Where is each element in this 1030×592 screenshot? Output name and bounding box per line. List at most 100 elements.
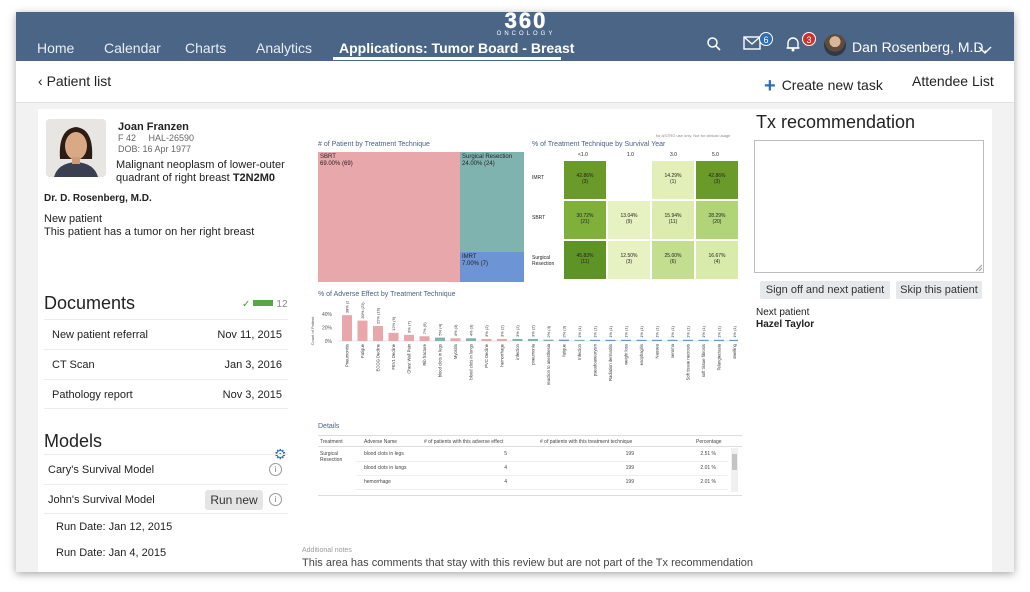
skip-patient-button[interactable]: Skip this patient	[896, 281, 982, 299]
heatmap-cell[interactable]	[608, 161, 650, 199]
category-label: weight loss	[624, 344, 629, 365]
details-header-adverse: Adverse Name	[364, 439, 398, 445]
details-title[interactable]: Details	[318, 423, 340, 430]
bar-value-label: 9% (7)	[407, 320, 412, 332]
bar[interactable]	[528, 338, 538, 341]
bar[interactable]	[512, 338, 523, 341]
bar[interactable]	[559, 339, 569, 341]
model-row[interactable]: Cary's Survival Model i	[44, 454, 288, 484]
bar-value-label: 1% (1)	[608, 325, 613, 337]
document-row[interactable]: CT Scan Jan 3, 2016	[44, 349, 288, 379]
mail-icon[interactable]: 6	[743, 32, 773, 56]
attendee-list-button[interactable]: Attendee List	[912, 73, 994, 89]
chevron-down-icon[interactable]	[978, 41, 1000, 61]
bar-value-label: 4% (3)	[469, 324, 474, 336]
model-row[interactable]: John's Survival Model Run new i	[44, 484, 288, 514]
bar-value-label: 1% (1)	[639, 325, 644, 337]
tx-recommendation-textarea[interactable]	[754, 140, 984, 273]
details-percentage: 2.51 %	[700, 451, 716, 457]
info-icon[interactable]: i	[269, 463, 282, 476]
bell-icon[interactable]: 3	[786, 32, 816, 56]
treemap-cell-surgical-resection[interactable]: Surgical Resection 24.00% (24)	[460, 152, 524, 252]
bar[interactable]	[497, 338, 507, 341]
info-icon[interactable]: i	[269, 493, 282, 506]
heatmap-cell[interactable]: 13.04% (9)	[608, 201, 650, 239]
user-name[interactable]: Dan Rosenberg, M.D.	[852, 39, 988, 55]
bar[interactable]	[574, 339, 585, 341]
resize-handle-icon[interactable]	[974, 263, 982, 271]
create-task-button[interactable]: + Create new task	[764, 75, 883, 97]
heatmap-cell[interactable]: 14.29% (1)	[652, 161, 694, 199]
treemap-cell-imrt[interactable]: IMRT 7.00% (7)	[460, 252, 524, 282]
bar[interactable]	[404, 334, 414, 341]
treemap-cell-sbrt[interactable]: SBRT 69.00% (69)	[318, 152, 460, 282]
heatmap-cell[interactable]: 15.94% (11)	[652, 201, 694, 239]
heatmap-cell[interactable]: 45.83% (11)	[564, 241, 606, 279]
details-adverse-name: blood clots in legs	[364, 451, 404, 457]
model-run-date[interactable]: Run Date: Jan 12, 2015	[56, 521, 173, 533]
patient-notes: New patient This patient has a tumor on …	[44, 213, 254, 239]
details-header-adverse-count: # of patients with this adverse effect	[424, 439, 504, 445]
model-run-date[interactable]: Run Date: Jan 4, 2015	[56, 547, 167, 559]
nav-charts[interactable]: Charts	[185, 40, 227, 56]
bar[interactable]	[388, 332, 399, 341]
bar[interactable]	[621, 339, 631, 341]
sign-off-next-button[interactable]: Sign off and next patient	[760, 281, 890, 299]
bar[interactable]	[481, 338, 492, 341]
bar[interactable]	[373, 326, 383, 341]
heatmap-cell[interactable]: 12.50% (3)	[608, 241, 650, 279]
chevron-left-icon: ‹	[38, 73, 47, 89]
run-new-button[interactable]: Run new	[205, 490, 263, 510]
details-scrollbar[interactable]	[731, 448, 738, 492]
details-row-divider	[356, 489, 728, 490]
heatmap-cell[interactable]: 16.67% (4)	[696, 241, 738, 279]
bar[interactable]	[342, 315, 352, 341]
nav-home[interactable]: Home	[37, 40, 75, 56]
heatmap-cell[interactable]: 42.86% (3)	[696, 161, 738, 199]
next-patient-name[interactable]: Hazel Taylor	[756, 319, 815, 330]
document-name: CT Scan	[52, 359, 95, 371]
nav-analytics[interactable]: Analytics	[256, 40, 313, 56]
bar[interactable]	[419, 336, 430, 341]
bar[interactable]	[605, 339, 616, 341]
alert-count-badge: 3	[802, 32, 816, 46]
category-label: pseudoaneurysm	[593, 343, 598, 376]
document-name: New patient referral	[52, 329, 148, 341]
document-row[interactable]: Pathology report Nov 3, 2015	[44, 379, 288, 409]
heatmap-row-label: Surgical Resection	[532, 255, 555, 267]
details-adverse-count: 5	[504, 451, 507, 457]
category-label: blood clots in legs	[438, 344, 443, 377]
search-icon[interactable]	[706, 36, 728, 56]
document-row[interactable]: New patient referral Nov 11, 2015	[44, 319, 288, 349]
bar[interactable]	[729, 339, 739, 341]
bar[interactable]	[543, 339, 554, 341]
user-avatar[interactable]	[824, 34, 846, 56]
nav-calendar[interactable]: Calendar	[104, 40, 161, 56]
bar[interactable]	[590, 339, 600, 341]
bar-value-label: 1% (1)	[593, 325, 598, 337]
bar[interactable]	[636, 339, 647, 341]
bar[interactable]	[683, 339, 693, 341]
heatmap-row-label: IMRT	[532, 175, 545, 181]
bar[interactable]	[435, 337, 445, 341]
nav-applications-tumor-board[interactable]: Applications: Tumor Board - Breast	[339, 40, 575, 56]
divider	[318, 446, 742, 447]
bar[interactable]	[714, 339, 724, 341]
heatmap-cell[interactable]: 30.72% (21)	[564, 201, 606, 239]
mail-count-badge: 6	[759, 32, 773, 46]
heatmap-cell[interactable]: 25.00% (6)	[652, 241, 694, 279]
bar[interactable]	[698, 339, 709, 341]
additional-notes-text[interactable]: This area has comments that stay with th…	[302, 557, 754, 569]
bar[interactable]	[357, 320, 368, 341]
bar[interactable]	[466, 338, 476, 341]
attending-doctor: Dr. D. Rosenberg, M.D.	[44, 193, 152, 204]
heatmap-cell[interactable]: 28.29% (20)	[696, 201, 738, 239]
back-to-patient-list[interactable]: ‹ Patient list	[38, 73, 112, 89]
bar[interactable]	[667, 339, 678, 341]
bar[interactable]	[450, 338, 461, 341]
details-row-divider	[356, 475, 728, 476]
category-label: Radiation dermatitis	[608, 344, 613, 381]
heatmap-cell[interactable]: 42.86% (3)	[564, 161, 606, 199]
bar[interactable]	[652, 339, 662, 341]
scrollbar-thumb[interactable]	[732, 454, 737, 470]
